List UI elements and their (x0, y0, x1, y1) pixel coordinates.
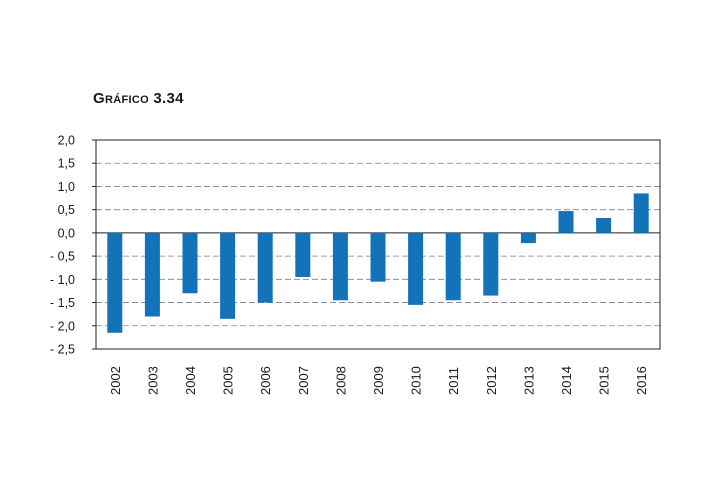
bar-2007 (295, 232, 311, 278)
y-tick-label: 2,0 (58, 134, 75, 148)
bar-2015 (596, 218, 612, 233)
bar-2005 (220, 232, 236, 319)
y-tick-label: - 0,5 (50, 250, 75, 264)
x-tick-label: 2014 (559, 366, 574, 395)
x-tick-label: 2012 (484, 366, 499, 395)
y-tick-label: - 2,0 (50, 319, 75, 333)
y-tick-label: - 1,0 (50, 273, 75, 287)
x-tick-label: 2016 (634, 366, 649, 395)
x-tick-label: 2002 (108, 366, 123, 395)
bar-2008 (332, 232, 348, 301)
bar-2002 (107, 232, 123, 333)
y-axis-ticks: 2,0 1,5 1,0 0,5 0,0 - 0,5 - 1,0 - 1,5 - 2,0 - 2,5 (50, 134, 96, 357)
x-tick-label: 2011 (446, 367, 461, 395)
bar-2016 (633, 193, 649, 233)
x-tick-label: 2013 (521, 366, 536, 395)
bar-2012 (483, 232, 499, 296)
x-tick-label: 2003 (145, 366, 160, 395)
y-tick-label: 1,0 (58, 180, 75, 194)
bar-2009 (370, 232, 386, 282)
x-tick-label: 2015 (597, 366, 612, 395)
bar-2010 (408, 232, 424, 305)
y-tick-label: - 2,5 (50, 343, 75, 357)
x-tick-label: 2007 (296, 366, 311, 395)
bars (107, 193, 649, 333)
bar-2003 (144, 232, 160, 317)
bar-2014 (558, 211, 574, 233)
y-tick-label: 1,5 (58, 157, 75, 171)
bar-2013 (520, 232, 536, 244)
chart-title: Gráfico 3.34 (93, 90, 184, 107)
x-tick-label: 2009 (371, 366, 386, 395)
bar-2011 (445, 232, 461, 301)
x-tick-label: 2005 (221, 366, 236, 395)
y-tick-label: 0,5 (58, 203, 75, 217)
bar-2006 (257, 232, 273, 303)
x-tick-label: 2004 (183, 366, 198, 395)
plot-frame (95, 139, 661, 350)
x-tick-label: 2010 (409, 366, 424, 395)
y-tick-label: 0,0 (58, 226, 75, 240)
x-axis-labels: 2002 2003 2004 2005 2006 2007 2008 2009 2010 2011… (108, 366, 649, 395)
y-tick-label: - 1,5 (50, 296, 75, 310)
x-tick-label: 2006 (258, 366, 273, 395)
x-tick-label: 2008 (333, 366, 348, 395)
bar-2004 (182, 232, 198, 294)
